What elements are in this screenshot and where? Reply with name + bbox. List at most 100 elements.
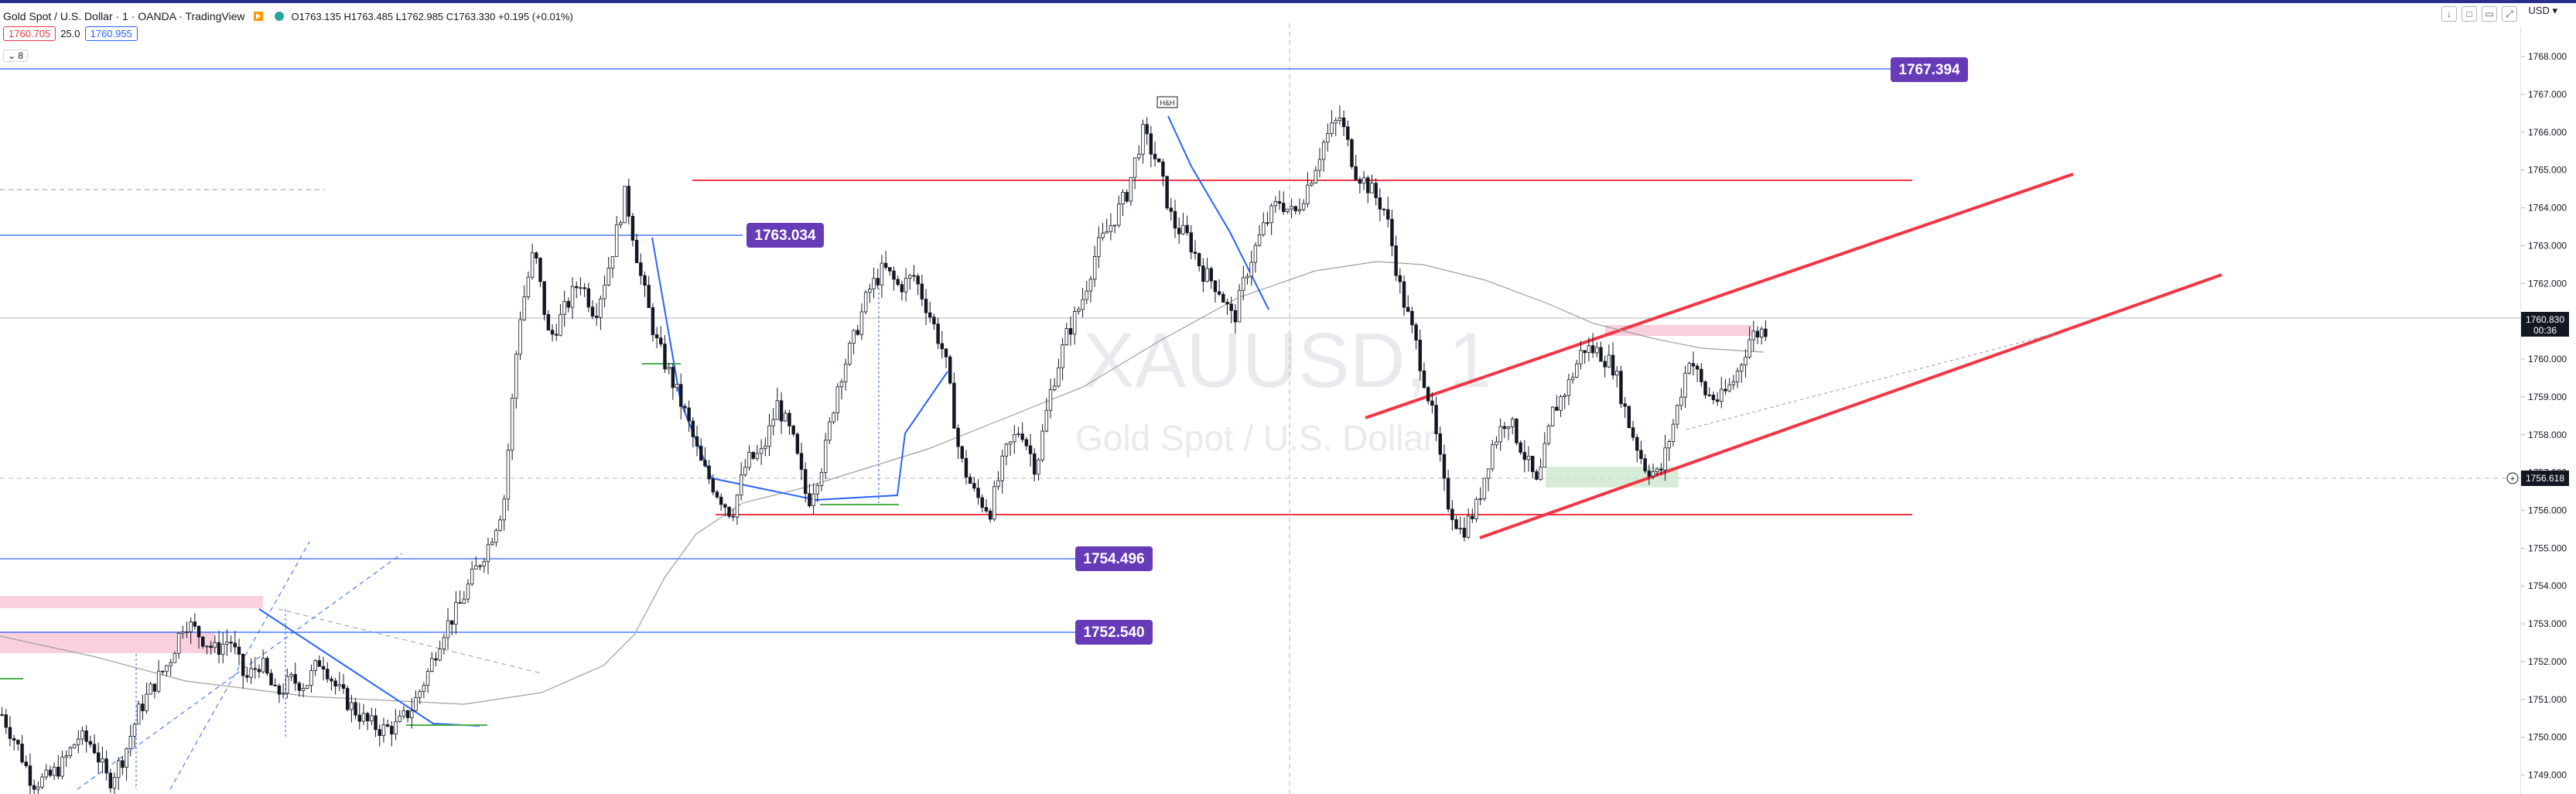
candle-body [980, 497, 984, 508]
candle-body [594, 316, 599, 318]
candle-body [209, 645, 213, 649]
candle-body [1000, 455, 1004, 481]
candle-body [370, 715, 374, 721]
candle-body [1013, 434, 1016, 443]
level-badge[interactable]: 1767.394 [1891, 57, 1968, 82]
candle-body [1679, 396, 1683, 406]
candle-body [72, 744, 77, 748]
candle-body [321, 666, 326, 670]
candle-body [181, 631, 185, 634]
candle-body [442, 637, 446, 650]
candle-body [418, 690, 422, 698]
candle-body [1623, 403, 1627, 407]
candle-body [1603, 361, 1607, 368]
candle-body [1635, 436, 1639, 451]
candle-body [374, 715, 378, 731]
candle-body [1539, 467, 1543, 480]
level-badge[interactable]: 1752.540 [1075, 620, 1153, 645]
candle-body [354, 702, 357, 716]
buy-price-button[interactable]: 1760.955 [84, 26, 138, 41]
candle-body [306, 685, 309, 689]
helper-dashed-line [77, 553, 403, 790]
candle-body [719, 496, 723, 505]
maximize-icon[interactable]: □ [2462, 6, 2477, 22]
price-axis[interactable]: 1768.000 1767.000 1766.000 1765.000 1764.000… [2520, 51, 2567, 781]
candle-body [40, 776, 44, 788]
candle-body [1209, 268, 1213, 282]
candle-body [683, 406, 687, 409]
candle-body [1579, 350, 1583, 364]
candle-body [297, 683, 302, 691]
level-badge[interactable]: 1763.034 [746, 223, 824, 248]
candle-body [908, 275, 912, 279]
candle-body [731, 515, 735, 518]
candle-body [425, 671, 430, 686]
candle-body [723, 504, 727, 508]
candle-body [550, 330, 555, 335]
candle-body [265, 658, 269, 674]
candle-body [988, 510, 992, 520]
axis-tick-label: 1766.000 [2528, 127, 2567, 138]
candle-body [1105, 231, 1109, 234]
candle-body [1310, 182, 1314, 186]
candle-body [1282, 203, 1286, 212]
candle-body [948, 356, 952, 384]
restore-icon[interactable]: ▭ [2482, 6, 2497, 22]
candle-body [84, 730, 88, 742]
helper-dashed-line [278, 608, 542, 674]
candle-body [823, 440, 828, 473]
candle-body [667, 367, 671, 370]
candle-body [161, 670, 165, 673]
candle-body [784, 412, 787, 422]
axis-tick-label: 1762.000 [2528, 278, 2567, 289]
add-alert-icon[interactable] [2506, 472, 2519, 484]
indicators-toggle[interactable]: ⌄ 8 [3, 50, 29, 62]
candle-body [735, 495, 740, 518]
candle-body [1590, 345, 1595, 354]
candle-body [791, 426, 795, 435]
candle-body [1543, 443, 1546, 468]
candle-body [526, 276, 531, 297]
candle-body [1442, 453, 1447, 479]
candle-body [458, 602, 462, 604]
candle-body [856, 330, 859, 335]
candle-body [333, 680, 337, 687]
candle-body [97, 752, 101, 763]
candle-body [1519, 442, 1522, 453]
candles-group [0, 105, 1768, 794]
candle-body [201, 636, 205, 647]
candle-body [0, 714, 4, 716]
candle-body [405, 710, 410, 718]
candle-body [944, 348, 948, 358]
last-price-value: 1760.830 [2526, 314, 2564, 325]
candle-body [1326, 133, 1330, 143]
candle-body [104, 758, 108, 774]
candle-body [1454, 519, 1458, 529]
symbol-title[interactable]: Gold Spot / U.S. Dollar · 1 · OANDA · Tr… [3, 10, 245, 22]
expand-icon[interactable]: ⤢ [2502, 6, 2517, 22]
candle-body [1153, 153, 1157, 159]
currency-selector[interactable]: USD ▾ [2528, 5, 2557, 16]
candle-body [759, 448, 764, 454]
candle-body [293, 674, 297, 684]
candle-body [60, 756, 64, 777]
candle-body [108, 772, 113, 789]
candle-body [434, 658, 438, 661]
candle-body [365, 713, 370, 721]
candle-body [1555, 406, 1559, 411]
candle-body [619, 222, 623, 225]
candle-body [1225, 302, 1229, 305]
level-badge-value: 1763.034 [754, 228, 816, 244]
sell-price-button[interactable]: 1760.705 [3, 26, 56, 41]
candle-body [1687, 363, 1691, 374]
candle-body [835, 386, 839, 414]
candle-body [559, 313, 562, 336]
moving-average-line [0, 261, 1765, 705]
candle-body [128, 736, 132, 749]
candle-body [1193, 252, 1197, 254]
candle-body [992, 486, 996, 520]
candle-body [490, 542, 494, 546]
arrow-down-icon[interactable]: ↓ [2441, 6, 2457, 22]
level-badge[interactable]: 1754.496 [1075, 546, 1153, 571]
